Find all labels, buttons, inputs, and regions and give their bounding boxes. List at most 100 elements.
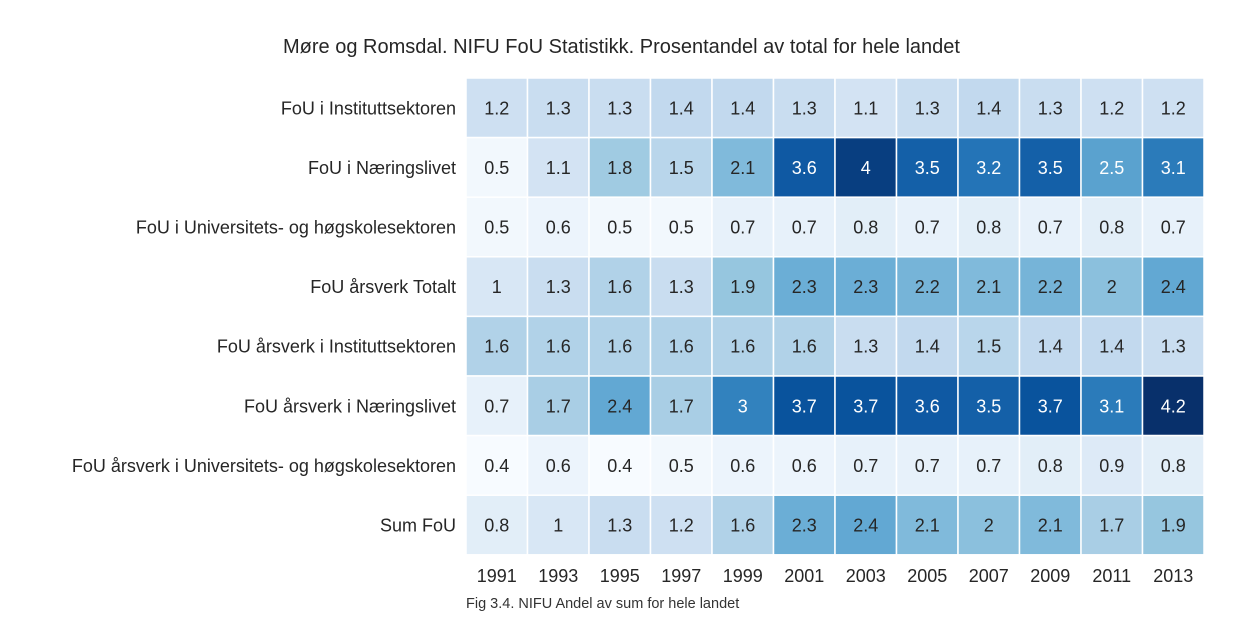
row-label-4: FoU årsverk i Instituttsektoren	[217, 337, 456, 357]
x-tick-label-7: 2005	[907, 566, 947, 586]
heatmap-cell-5-8	[957, 375, 1021, 437]
heatmap-value-label-4-6: 1.3	[853, 337, 878, 357]
heatmap-value-label-3-5: 2.3	[792, 277, 817, 297]
heatmap-value-label-1-10: 2.5	[1099, 158, 1124, 178]
heatmap-value-label-6-2: 0.4	[607, 456, 632, 476]
heatmap-cell-1-5	[772, 136, 836, 198]
heatmap-cell-7-8	[957, 494, 1021, 556]
heatmap-value-label-4-2: 1.6	[607, 337, 632, 357]
heatmap-cell-5-1	[526, 375, 590, 437]
heatmap-value-label-3-10: 2	[1107, 277, 1117, 297]
heatmap-value-label-2-9: 0.7	[1038, 218, 1063, 238]
heatmap-value-label-2-7: 0.7	[915, 218, 940, 238]
heatmap-value-label-3-7: 2.2	[915, 277, 940, 297]
heatmap-cell-0-0	[465, 77, 529, 139]
heatmap-cell-4-1	[526, 315, 590, 377]
x-tick-label-9: 2009	[1030, 566, 1070, 586]
heatmap-value-label-6-1: 0.6	[546, 456, 571, 476]
row-label-5: FoU årsverk i Næringslivet	[244, 396, 456, 416]
heatmap-value-label-1-1: 1.1	[546, 158, 571, 178]
heatmap-cell-7-0	[465, 494, 529, 556]
heatmap-value-label-1-4: 2.1	[730, 158, 755, 178]
heatmap-value-label-4-4: 1.6	[730, 337, 755, 357]
heatmap-cell-5-7	[895, 375, 959, 437]
x-tick-label-0: 1991	[477, 566, 517, 586]
heatmap-cell-6-4	[711, 434, 775, 496]
heatmap-value-label-1-6: 4	[861, 158, 871, 178]
row-label-6: FoU årsverk i Universitets- og høgskoles…	[72, 456, 456, 476]
heatmap-cell-0-2	[588, 77, 652, 139]
row-label-0: FoU i Instituttsektoren	[281, 98, 456, 118]
heatmap-value-label-3-1: 1.3	[546, 277, 571, 297]
heatmap-cell-0-11	[1141, 77, 1205, 139]
heatmap-value-label-0-8: 1.4	[976, 98, 1001, 118]
x-tick-label-2: 1995	[600, 566, 640, 586]
heatmap-value-label-0-1: 1.3	[546, 98, 571, 118]
heatmap-value-label-2-10: 0.8	[1099, 218, 1124, 238]
heatmap-cell-3-6	[834, 256, 898, 318]
heatmap-value-label-6-5: 0.6	[792, 456, 817, 476]
heatmap-cell-5-0	[465, 375, 529, 437]
heatmap-value-label-6-11: 0.8	[1161, 456, 1186, 476]
x-tick-label-3: 1997	[661, 566, 701, 586]
heatmap-cell-3-3	[649, 256, 713, 318]
heatmap-cell-7-9	[1018, 494, 1082, 556]
heatmap-value-label-1-8: 3.2	[976, 158, 1001, 178]
row-label-7: Sum FoU	[380, 516, 456, 536]
heatmap-value-label-2-8: 0.8	[976, 218, 1001, 238]
heatmap-value-label-3-11: 2.4	[1161, 277, 1186, 297]
heatmap-value-label-1-0: 0.5	[484, 158, 509, 178]
heatmap-cell-2-11	[1141, 196, 1205, 258]
heatmap-cell-1-7	[895, 136, 959, 198]
heatmap-value-label-6-8: 0.7	[976, 456, 1001, 476]
heatmap-value-label-4-5: 1.6	[792, 337, 817, 357]
heatmap-value-label-5-4: 3	[738, 396, 748, 416]
heatmap-cell-3-1	[526, 256, 590, 318]
heatmap-value-label-6-0: 0.4	[484, 456, 509, 476]
heatmap-value-label-3-0: 1	[492, 277, 502, 297]
heatmap-value-label-6-7: 0.7	[915, 456, 940, 476]
heatmap-value-label-5-6: 3.7	[853, 396, 878, 416]
heatmap-value-label-6-10: 0.9	[1099, 456, 1124, 476]
heatmap-cell-6-1	[526, 434, 590, 496]
heatmap-value-label-0-4: 1.4	[730, 98, 755, 118]
heatmap-value-label-0-2: 1.3	[607, 98, 632, 118]
heatmap-value-label-2-6: 0.8	[853, 218, 878, 238]
heatmap-cell-5-2	[588, 375, 652, 437]
heatmap-value-label-0-9: 1.3	[1038, 98, 1063, 118]
heatmap-cell-5-5	[772, 375, 836, 437]
heatmap-value-label-2-5: 0.7	[792, 218, 817, 238]
heatmap-value-label-7-10: 1.7	[1099, 516, 1124, 536]
heatmap-cell-4-11	[1141, 315, 1205, 377]
heatmap-value-label-3-3: 1.3	[669, 277, 694, 297]
heatmap-cell-7-10	[1080, 494, 1144, 556]
heatmap-value-label-4-0: 1.6	[484, 337, 509, 357]
heatmap-value-label-5-1: 1.7	[546, 396, 571, 416]
heatmap-cell-2-10	[1080, 196, 1144, 258]
heatmap-value-label-5-0: 0.7	[484, 396, 509, 416]
heatmap-value-label-7-6: 2.4	[853, 516, 878, 536]
heatmap-cell-6-11	[1141, 434, 1205, 496]
heatmap-cell-6-5	[772, 434, 836, 496]
x-tick-label-4: 1999	[723, 566, 763, 586]
heatmap-value-label-4-9: 1.4	[1038, 337, 1063, 357]
heatmap-value-label-1-5: 3.6	[792, 158, 817, 178]
heatmap-value-label-3-4: 1.9	[730, 277, 755, 297]
heatmap-cell-0-3	[649, 77, 713, 139]
heatmap-value-label-5-11: 4.2	[1161, 396, 1186, 416]
heatmap-cell-4-10	[1080, 315, 1144, 377]
heatmap-value-label-0-0: 1.2	[484, 98, 509, 118]
heatmap-value-label-7-7: 2.1	[915, 516, 940, 536]
heatmap-value-label-4-3: 1.6	[669, 337, 694, 357]
heatmap-value-label-3-6: 2.3	[853, 277, 878, 297]
heatmap-cell-2-9	[1018, 196, 1082, 258]
heatmap-value-label-0-3: 1.4	[669, 98, 694, 118]
x-tick-label-8: 2007	[969, 566, 1009, 586]
heatmap-cell-4-4	[711, 315, 775, 377]
heatmap-value-label-5-8: 3.5	[976, 396, 1001, 416]
heatmap-value-label-7-8: 2	[984, 516, 994, 536]
heatmap-value-label-4-1: 1.6	[546, 337, 571, 357]
heatmap-value-label-6-9: 0.8	[1038, 456, 1063, 476]
